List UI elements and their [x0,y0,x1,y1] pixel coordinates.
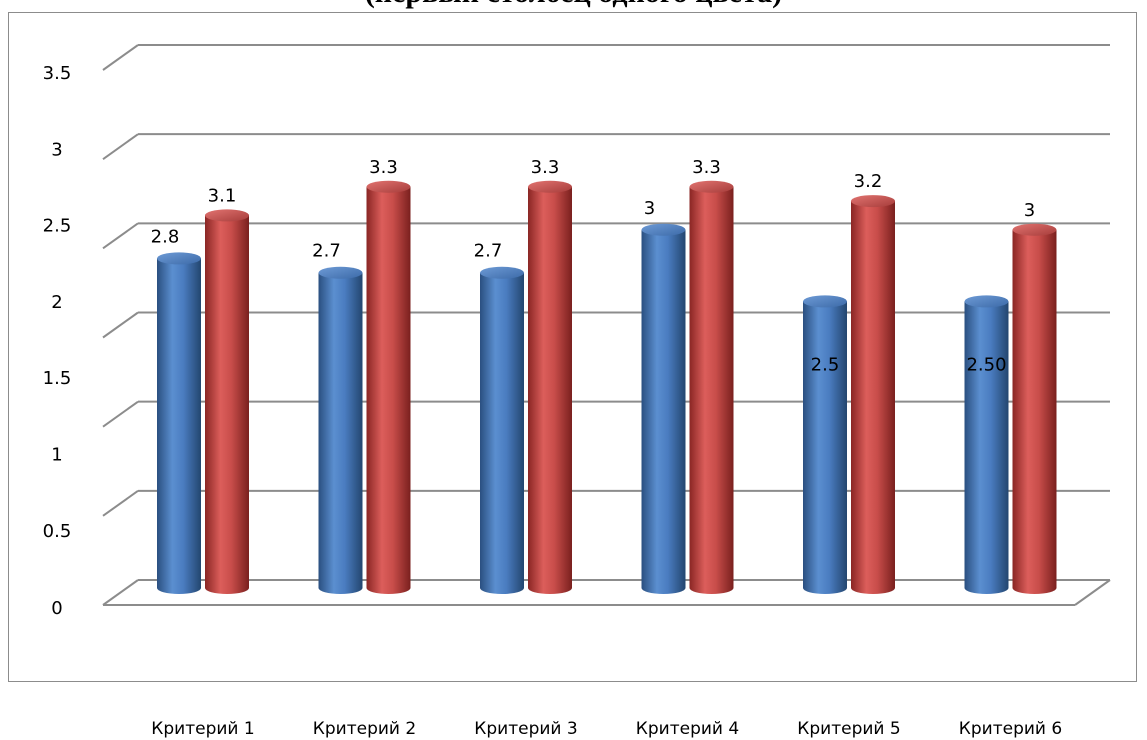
gridline-depth [102,222,139,250]
bar-body [689,186,734,594]
data-label: 3.3 [531,157,560,178]
x-tick-label: Критерий 3 [474,719,577,739]
gridline-depth [102,133,139,160]
data-label: 2.8 [151,226,180,247]
data-label: 3.3 [692,157,721,178]
bar-series-1 [318,266,363,594]
data-label: 3 [1024,200,1035,221]
y-axis: 3.5 3 2.5 2 1.5 1 0.5 0 [43,63,72,619]
bar-body [480,272,524,594]
x-tick-label: Критерий 1 [151,719,254,739]
bar-series-2 [528,180,572,594]
bar-series-2 [689,180,734,594]
y-tick-label: 0.5 [43,521,72,542]
bar-top [318,266,363,279]
data-label: 2.5 [811,354,840,375]
data-label: 3.2 [854,171,883,192]
bar-series-2 [205,209,249,595]
data-label: 3.3 [369,157,398,178]
data-label: 2.50 [966,354,1006,375]
y-tick-label: 1.5 [43,368,72,389]
y-tick-label: 3 [51,139,62,160]
floor-side [1074,579,1111,606]
bar-body [528,186,572,594]
y-tick-label: 0 [51,598,62,619]
bar-body [803,301,847,594]
plot-frame [8,12,1137,682]
bar-series-1 [157,252,201,594]
x-tick-label: Критерий 2 [313,719,416,739]
grid [102,44,1111,606]
x-axis: Критерий 1 Критерий 2 Критерий 3 Критерий 4… [151,719,1062,739]
bar-series-2 [851,195,895,594]
bar-top [641,223,686,236]
data-label: 3 [644,198,655,219]
bar-series-1 [964,295,1009,594]
bar-body [157,258,201,594]
bar-series-2 [366,180,411,594]
x-tick-label: Критерий 6 [959,719,1062,739]
bar-top [689,180,734,193]
y-tick-label: 1 [51,445,62,466]
bar-body [964,301,1009,594]
bar-top [157,252,201,265]
bar-body [851,201,895,594]
bar-series-1 [641,223,686,594]
bar-top [366,180,411,193]
data-label: 3.1 [208,185,237,206]
bar-top [480,266,524,279]
gridline-depth [102,400,139,428]
bar-body [366,186,411,594]
bar-body [1012,229,1057,594]
bar-top [1012,223,1057,236]
bar-top [851,195,895,208]
bar-top [205,209,249,222]
bar-body [641,229,686,594]
y-tick-label: 3.5 [43,63,72,84]
bar-top [803,295,847,308]
bar-body [318,272,363,594]
x-tick-label: Критерий 5 [797,719,900,739]
gridline-depth [102,311,139,339]
data-label: 2.7 [312,241,341,262]
bar-top [528,180,572,193]
chart-title: (первый столбец одного цвета) [0,0,1147,10]
gridline-depth [102,44,139,71]
bar-series-1 [803,295,847,594]
gridline-depth [102,579,139,606]
x-tick-label: Критерий 4 [636,719,739,739]
y-tick-label: 2 [51,292,62,313]
data-label: 2.7 [474,241,503,262]
bars [157,180,1057,595]
bar-series-1 [480,266,524,594]
bar-top [964,295,1009,308]
bar-series-2 [1012,223,1057,594]
bar-body [205,215,249,595]
data-labels: 2.8 3.1 2.7 3.3 2.7 3.3 3 3.3 2.5 3.2 2.50 3 [151,157,1036,376]
y-tick-label: 2.5 [43,216,72,237]
gridline-depth [102,490,139,517]
